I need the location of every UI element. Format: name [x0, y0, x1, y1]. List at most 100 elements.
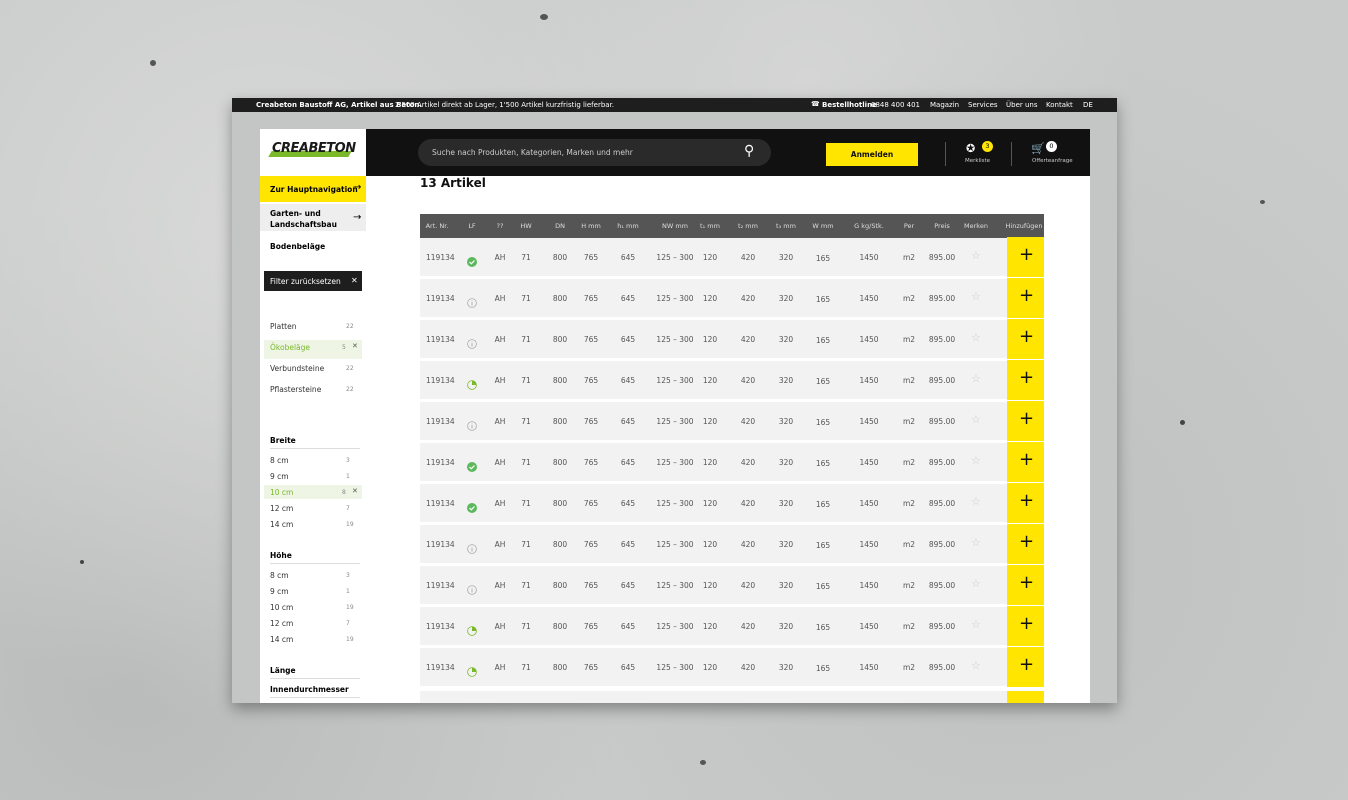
cell: 165	[815, 664, 831, 673]
cell: 165	[815, 295, 831, 304]
availability-icon[interactable]	[467, 457, 477, 472]
language[interactable]: DE	[1083, 101, 1093, 109]
search-icon[interactable]: ⚲	[744, 143, 755, 159]
filter-option[interactable]: 12 cm 7	[264, 616, 362, 630]
availability-icon[interactable]	[467, 662, 477, 677]
cell: 120	[702, 663, 718, 672]
wishlist-icon[interactable]: ✪	[966, 142, 976, 155]
category[interactable]: Garten- und Landschaftsbau →	[260, 204, 366, 231]
add-button[interactable]: +	[1007, 360, 1044, 400]
article-number: 119134	[426, 581, 455, 590]
cart-icon[interactable]: 🛒	[1031, 142, 1045, 155]
row-partial	[420, 691, 1044, 703]
table-header	[420, 214, 1044, 238]
filter-option[interactable]: 10 cm 8 ✕	[264, 485, 362, 499]
plus-icon: +	[1019, 408, 1035, 429]
wishlist-star[interactable]: ☆	[971, 249, 981, 262]
cell: 1450	[859, 376, 879, 385]
main-nav[interactable]: Zur Hauptnavigation →	[260, 176, 366, 202]
filter-group-title[interactable]: Länge	[270, 666, 296, 675]
wishlist-star[interactable]: ☆	[971, 331, 981, 344]
add-button[interactable]: +	[1007, 647, 1044, 687]
filter-option[interactable]: 9 cm 1	[264, 584, 362, 598]
current-category: Bodenbeläge	[270, 242, 326, 251]
hotline[interactable]: 0848 400 401	[871, 101, 920, 109]
availability-icon[interactable]	[467, 416, 477, 431]
cell: 645	[620, 294, 636, 303]
cell: 765	[583, 540, 599, 549]
search-box[interactable]: Suche nach Produkten, Kategorien, Marken…	[418, 139, 771, 166]
availability-icon[interactable]	[467, 375, 477, 390]
table-row: 119134 AH 71 800 765 645 125 – 300 120 420 320 165…	[420, 319, 1044, 359]
filter-group-title[interactable]: Breite	[270, 436, 296, 445]
wishlist-star[interactable]: ☆	[971, 618, 981, 631]
cell: 120	[702, 376, 718, 385]
cell: 645	[620, 335, 636, 344]
top-link[interactable]: Über uns	[1006, 101, 1038, 109]
filter-option[interactable]: 14 cm 19	[264, 632, 362, 646]
filter-option[interactable]: Ökobeläge 5 ✕	[264, 340, 362, 359]
filter-group-title[interactable]: Höhe	[270, 551, 292, 560]
separator	[270, 697, 360, 698]
add-button[interactable]: +	[1007, 524, 1044, 564]
availability-icon[interactable]	[467, 539, 477, 554]
wishlist-star[interactable]: ☆	[971, 495, 981, 508]
top-link[interactable]: Magazin	[930, 101, 960, 109]
filter-option[interactable]: Verbundsteine 22	[264, 361, 362, 380]
remove-icon[interactable]: ✕	[352, 487, 358, 495]
wishlist-star[interactable]: ☆	[971, 659, 981, 672]
top-link[interactable]: Kontakt	[1046, 101, 1073, 109]
main-nav-label: Zur Hauptnavigation	[270, 185, 358, 194]
wishlist-star[interactable]: ☆	[971, 290, 981, 303]
wishlist-star[interactable]: ☆	[971, 372, 981, 385]
add-button[interactable]: +	[1007, 278, 1044, 318]
filter-count: 7	[346, 620, 350, 627]
filter-option[interactable]: Pflastersteine 22	[264, 382, 362, 401]
add-button[interactable]: +	[1007, 237, 1044, 277]
logo-box[interactable]: CREABETON	[260, 129, 366, 176]
add-button[interactable]: +	[1007, 565, 1044, 605]
main: 13 Artikel Art. Nr. LF?? HW DN H mm h₁ mm NW m…	[366, 176, 1090, 703]
add-button[interactable]: +	[1007, 483, 1044, 523]
add-button-partial[interactable]	[1007, 691, 1044, 703]
availability-icon[interactable]	[467, 293, 477, 308]
cell: 765	[583, 663, 599, 672]
add-button[interactable]: +	[1007, 442, 1044, 482]
cell: 895.00	[928, 499, 956, 508]
filter-option[interactable]: 9 cm 1	[264, 469, 362, 483]
top-link[interactable]: Services	[968, 101, 998, 109]
cell: 895.00	[928, 581, 956, 590]
filter-group-title[interactable]: Innendurchmesser	[270, 685, 349, 694]
filter-option[interactable]: 12 cm 7	[264, 501, 362, 515]
cell: 645	[620, 417, 636, 426]
cell: 125 – 300	[656, 458, 694, 467]
filter-option[interactable]: 14 cm 19	[264, 517, 362, 531]
cell: 420	[740, 376, 756, 385]
add-button[interactable]: +	[1007, 401, 1044, 441]
availability-icon[interactable]	[467, 580, 477, 595]
filter-count: 22	[346, 323, 354, 330]
login-button[interactable]: Anmelden	[826, 143, 918, 166]
add-button[interactable]: +	[1007, 606, 1044, 646]
filter-option[interactable]: Platten 22	[264, 319, 362, 338]
reset-filters[interactable]: Filter zurücksetzen ✕	[264, 271, 362, 291]
login-label: Anmelden	[850, 150, 894, 159]
wishlist-star[interactable]: ☆	[971, 536, 981, 549]
cell: m2	[902, 622, 916, 631]
remove-icon[interactable]: ✕	[352, 342, 358, 350]
wishlist-star[interactable]: ☆	[971, 413, 981, 426]
availability-icon[interactable]	[467, 621, 477, 636]
cell: m2	[902, 417, 916, 426]
cell: 320	[778, 417, 794, 426]
filter-option[interactable]: 8 cm 3	[264, 453, 362, 467]
cell: 420	[740, 540, 756, 549]
availability-icon[interactable]	[467, 334, 477, 349]
availability-icon[interactable]	[467, 252, 477, 267]
wishlist-star[interactable]: ☆	[971, 577, 981, 590]
availability-icon[interactable]	[467, 498, 477, 513]
plus-icon: +	[1019, 326, 1035, 347]
add-button[interactable]: +	[1007, 319, 1044, 359]
filter-option[interactable]: 10 cm 19	[264, 600, 362, 614]
wishlist-star[interactable]: ☆	[971, 454, 981, 467]
filter-option[interactable]: 8 cm 3	[264, 568, 362, 582]
